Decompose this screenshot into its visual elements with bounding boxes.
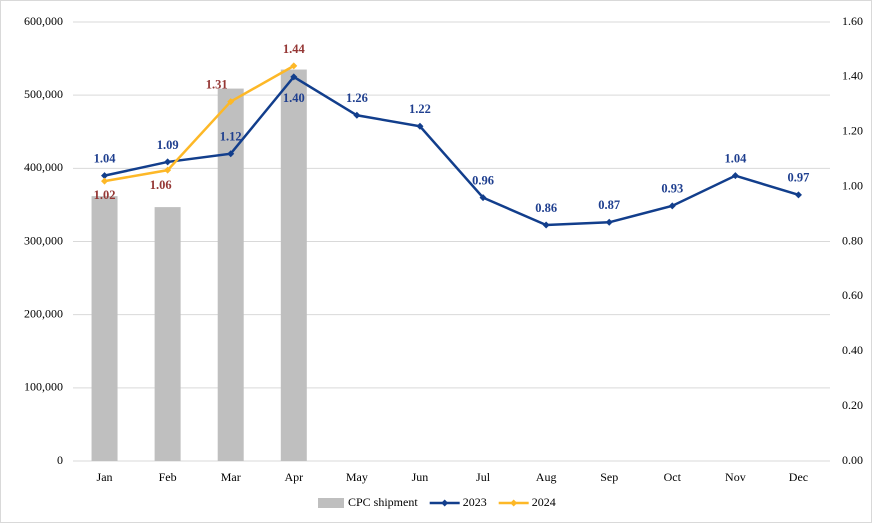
y-tick-label: 200,000 xyxy=(24,306,63,320)
y2-tick-label: 1.20 xyxy=(842,124,863,138)
marker xyxy=(542,221,550,229)
y-tick-label: 0 xyxy=(57,453,63,467)
x-tick-label: Jun xyxy=(412,470,429,484)
x-tick-label: Dec xyxy=(789,470,808,484)
y-tick-label: 400,000 xyxy=(24,160,63,174)
legend-label: 2023 xyxy=(463,495,487,509)
line xyxy=(104,75,799,227)
marker xyxy=(164,158,172,166)
marker xyxy=(290,62,298,70)
y2-tick-label: 0.60 xyxy=(842,288,863,302)
marker xyxy=(353,111,361,119)
y-tick-label: 500,000 xyxy=(24,87,63,101)
y2-tick-label: 1.60 xyxy=(842,14,863,28)
y2-tick-label: 0.20 xyxy=(842,398,863,412)
x-tick-label: Apr xyxy=(284,470,303,484)
x-tick-label: Oct xyxy=(664,470,682,484)
legend-label: 2024 xyxy=(532,495,556,509)
y2-tick-label: 0.80 xyxy=(842,233,863,247)
value-label: 1.44 xyxy=(283,42,306,56)
x-tick-label: Nov xyxy=(725,470,746,484)
value-label: 1.06 xyxy=(150,178,172,192)
value-label: 1.02 xyxy=(94,188,116,202)
x-tick-label: Aug xyxy=(536,470,557,484)
value-label: 1.22 xyxy=(409,102,431,116)
x-tick-label: Feb xyxy=(159,470,177,484)
y-tick-label: 100,000 xyxy=(24,380,63,394)
legend-marker xyxy=(441,499,449,507)
marker xyxy=(416,122,424,130)
value-label: 0.96 xyxy=(472,173,494,187)
x-tick-label: Jan xyxy=(97,470,113,484)
marker xyxy=(290,73,298,81)
marker xyxy=(164,166,172,174)
marker xyxy=(227,150,235,158)
value-label: 1.04 xyxy=(94,152,117,166)
value-label: 1.09 xyxy=(157,138,179,152)
y2-tick-label: 0.00 xyxy=(842,453,863,467)
value-label: 1.26 xyxy=(346,91,368,105)
y2-tick-label: 0.40 xyxy=(842,343,863,357)
x-tick-label: Sep xyxy=(600,470,618,484)
marker xyxy=(731,172,739,180)
x-tick-label: May xyxy=(346,470,368,484)
legend-marker xyxy=(510,499,518,507)
y2-tick-label: 1.00 xyxy=(842,178,863,192)
value-label: 1.31 xyxy=(206,77,228,91)
bar xyxy=(154,207,181,461)
value-label: 0.93 xyxy=(661,182,683,196)
line xyxy=(104,64,295,183)
marker xyxy=(101,172,109,180)
value-label: 1.12 xyxy=(220,130,242,144)
value-label: 1.40 xyxy=(283,91,305,105)
marker xyxy=(227,98,235,106)
x-tick-label: Jul xyxy=(476,470,491,484)
marker xyxy=(668,202,676,210)
bar xyxy=(91,196,118,462)
value-label: 0.97 xyxy=(788,171,810,185)
y-tick-label: 600,000 xyxy=(24,14,63,28)
legend-label: CPC shipment xyxy=(348,495,418,509)
x-tick-label: Mar xyxy=(221,470,241,484)
legend-swatch xyxy=(318,498,344,508)
y-tick-label: 300,000 xyxy=(24,233,63,247)
value-label: 0.87 xyxy=(598,198,620,212)
value-label: 0.86 xyxy=(535,201,557,215)
value-label: 1.04 xyxy=(724,152,747,166)
marker xyxy=(479,194,487,202)
bar xyxy=(280,69,307,461)
marker xyxy=(794,191,802,199)
y2-tick-label: 1.40 xyxy=(842,69,863,83)
marker xyxy=(101,177,109,185)
marker xyxy=(605,218,613,226)
